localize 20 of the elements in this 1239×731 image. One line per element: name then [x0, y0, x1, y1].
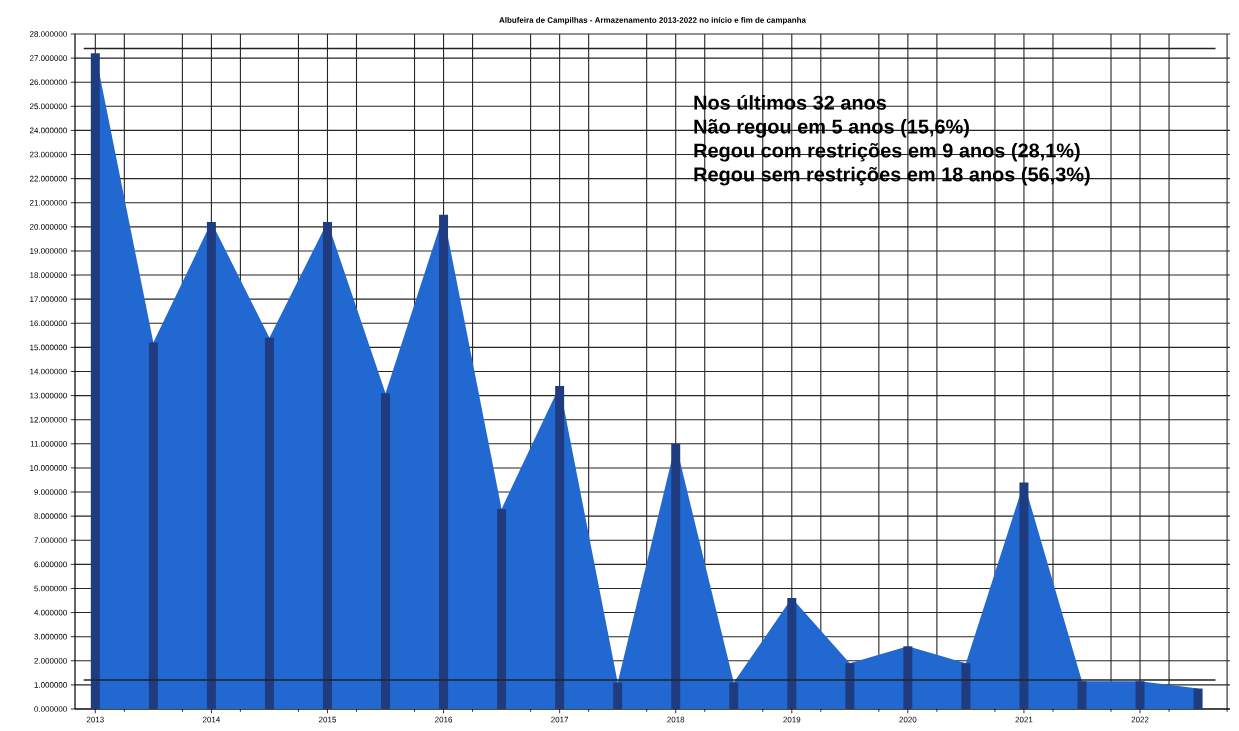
bar: [903, 646, 913, 709]
bar: [90, 53, 100, 709]
bar: [264, 337, 274, 709]
bar: [381, 393, 391, 709]
bar: [1135, 681, 1145, 709]
bar: [148, 342, 158, 709]
bar: [439, 214, 449, 709]
bar: [961, 663, 971, 709]
bar: [1193, 688, 1203, 709]
bar: [497, 508, 507, 709]
bar: [729, 682, 739, 709]
bar: [1077, 681, 1087, 709]
bar: [322, 222, 332, 709]
bar: [613, 682, 623, 709]
bar: [1019, 482, 1029, 709]
bar: [787, 598, 797, 709]
bar: [206, 222, 216, 709]
bar: [555, 385, 565, 709]
bar: [671, 443, 681, 709]
bar: [845, 663, 855, 709]
